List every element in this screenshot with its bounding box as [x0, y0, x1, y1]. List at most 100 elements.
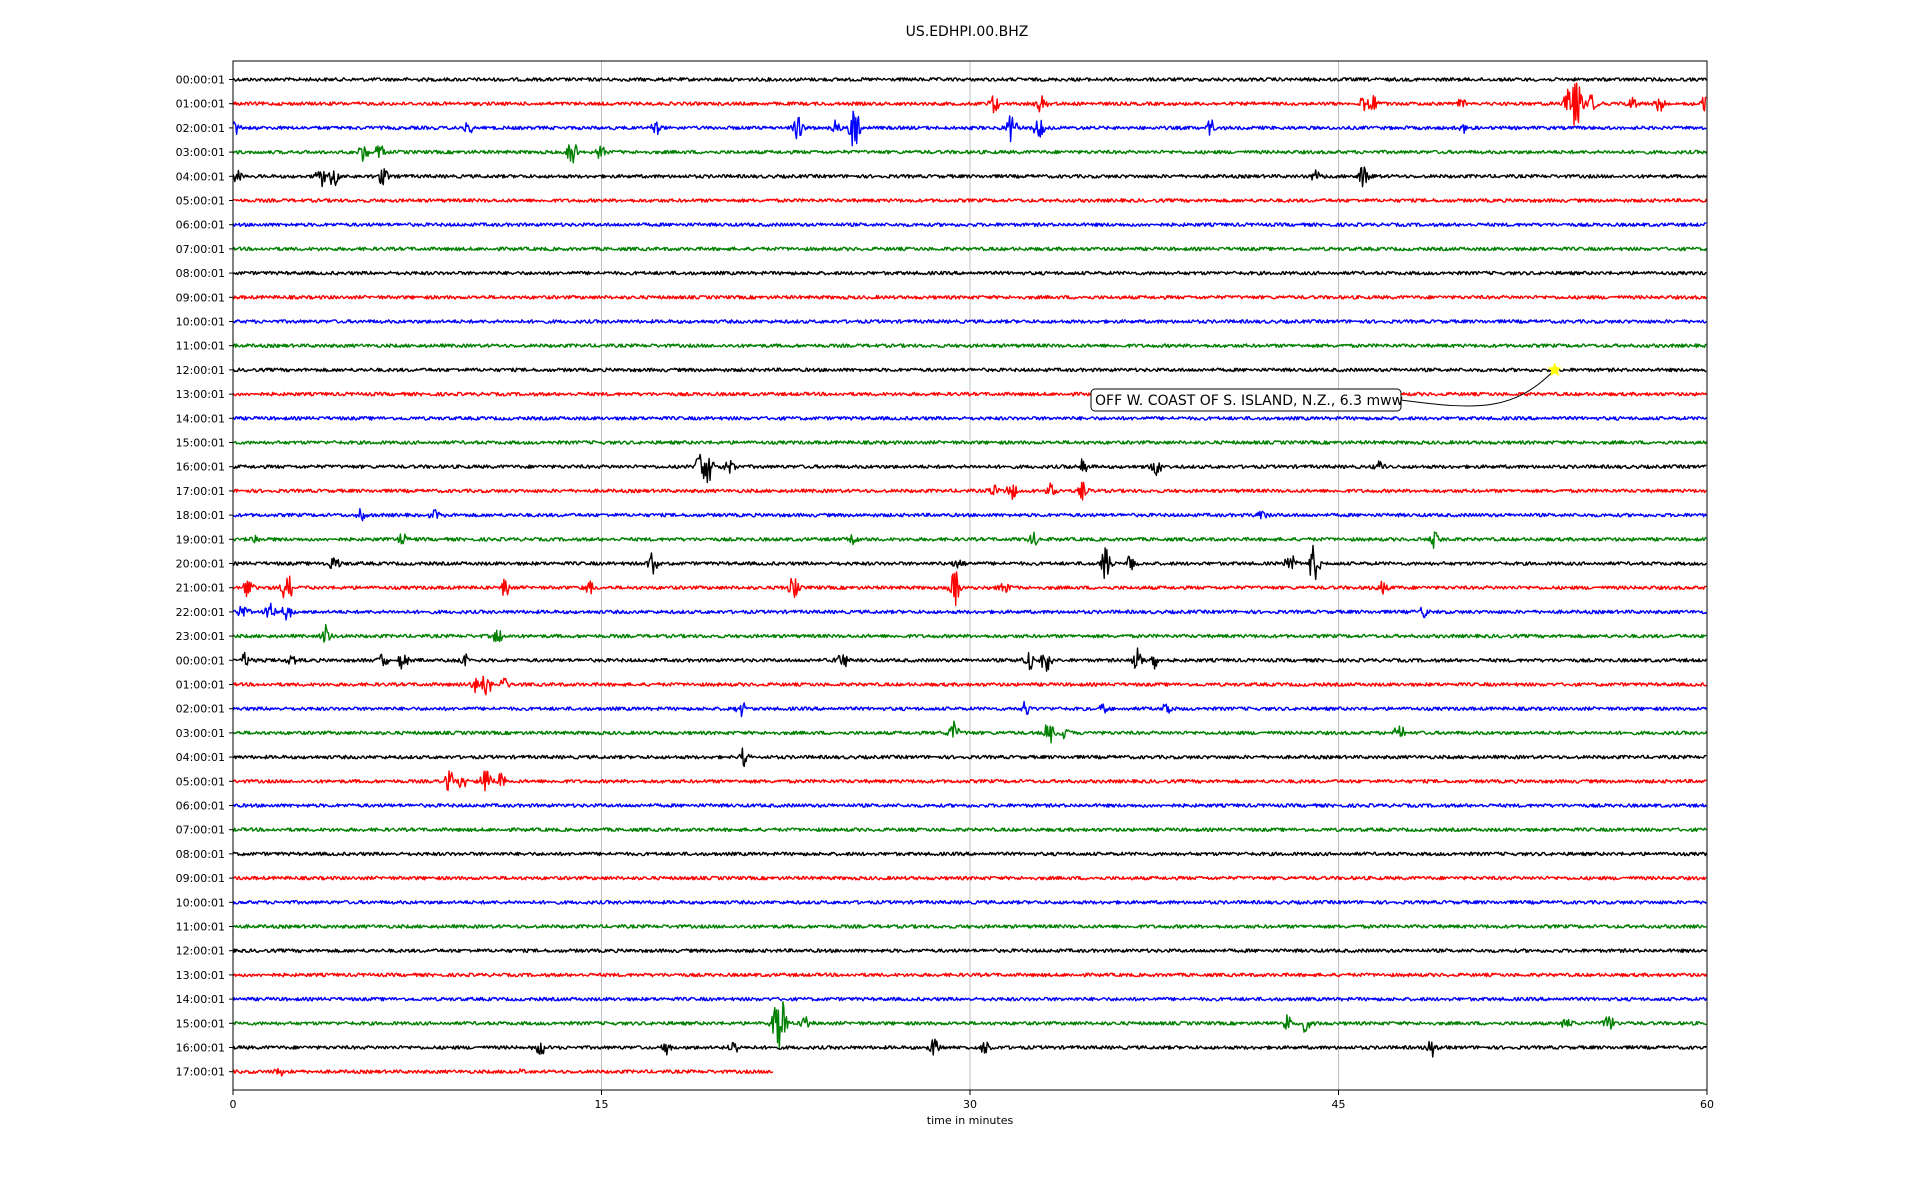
trace-row-1	[232, 82, 1707, 126]
y-tick-label: 14:00:01	[176, 412, 225, 425]
trace-lines	[232, 77, 1707, 1077]
y-tick-label: 19:00:01	[176, 533, 225, 546]
x-tick-label: 45	[1332, 1098, 1346, 1111]
x-tick-label: 30	[963, 1098, 977, 1111]
trace-row-9	[232, 294, 1707, 300]
y-tick-label: 16:00:01	[176, 1042, 225, 1055]
x-axis-label: time in minutes	[927, 1114, 1014, 1127]
trace-row-17	[232, 481, 1707, 501]
trace-row-0	[232, 77, 1707, 82]
y-tick-label: 05:00:01	[176, 775, 225, 788]
y-tick-label: 16:00:01	[176, 461, 225, 474]
y-tick-label: 03:00:01	[176, 727, 225, 740]
trace-row-32	[232, 851, 1707, 857]
trace-row-37	[232, 972, 1707, 978]
y-tick-label: 22:00:01	[176, 606, 225, 619]
x-tick-label: 0	[230, 1098, 237, 1111]
y-tick-label: 14:00:01	[176, 993, 225, 1006]
y-tick-label: 15:00:01	[176, 1017, 225, 1030]
plot-frame	[232, 60, 1708, 1091]
trace-row-12	[232, 367, 1707, 373]
trace-row-23	[232, 623, 1707, 643]
trace-row-39	[232, 1001, 1707, 1050]
chart-title: US.EDHPI.00.BHZ	[906, 24, 1029, 40]
y-tick-label: 00:00:01	[176, 74, 225, 87]
y-tick-label: 10:00:01	[176, 896, 225, 909]
trace-row-20	[232, 544, 1707, 581]
y-tick-label: 02:00:01	[176, 703, 225, 716]
y-tick-label: 04:00:01	[176, 170, 225, 183]
y-tick-label: 17:00:01	[176, 1066, 225, 1079]
y-tick-label: 10:00:01	[176, 316, 225, 329]
event-star-marker	[1547, 362, 1562, 377]
y-tick-label: 07:00:01	[176, 243, 225, 256]
trace-row-35	[232, 924, 1707, 929]
trace-row-33	[233, 875, 1707, 881]
y-tick-label: 20:00:01	[176, 558, 225, 571]
trace-row-41	[232, 1067, 774, 1077]
y-tick-label: 11:00:01	[176, 340, 225, 353]
y-tick-label: 08:00:01	[176, 267, 225, 280]
y-tick-label: 09:00:01	[176, 291, 225, 304]
event-annotation: OFF W. COAST OF S. ISLAND, N.Z., 6.3 mww	[1090, 362, 1562, 412]
trace-row-10	[232, 319, 1707, 324]
x-tick-label: 60	[1700, 1098, 1714, 1111]
y-tick-label: 15:00:01	[176, 437, 225, 450]
trace-row-5	[232, 198, 1707, 203]
y-tick-label: 03:00:01	[176, 146, 225, 159]
y-tick-label: 13:00:01	[176, 388, 225, 401]
trace-row-15	[232, 440, 1707, 445]
y-tick-label: 09:00:01	[176, 872, 225, 885]
trace-row-3	[232, 144, 1707, 164]
y-tick-label: 11:00:01	[176, 921, 225, 934]
trace-row-24	[232, 647, 1707, 672]
y-tick-label: 04:00:01	[176, 751, 225, 764]
annotation-text: OFF W. COAST OF S. ISLAND, N.Z., 6.3 mww	[1095, 393, 1403, 409]
trace-row-29	[232, 770, 1707, 792]
y-tick-label: 01:00:01	[176, 679, 225, 692]
trace-row-36	[232, 948, 1707, 954]
y-tick-label: 12:00:01	[176, 945, 225, 958]
grid-lines	[601, 61, 1339, 1090]
y-tick-label: 17:00:01	[176, 485, 225, 498]
trace-row-28	[232, 747, 1707, 768]
trace-row-22	[232, 602, 1707, 621]
trace-row-27	[232, 720, 1707, 744]
trace-row-6	[232, 222, 1707, 228]
annotation-connector	[1400, 369, 1556, 407]
trace-row-4	[232, 166, 1707, 188]
trace-row-25	[233, 675, 1707, 696]
trace-row-18	[232, 508, 1707, 522]
trace-row-19	[232, 531, 1707, 549]
y-tick-label: 08:00:01	[176, 848, 225, 861]
trace-row-2	[232, 110, 1707, 147]
trace-row-30	[232, 803, 1707, 808]
annotation-box	[1090, 388, 1402, 412]
trace-row-21	[232, 571, 1707, 607]
trace-row-38	[232, 996, 1707, 1002]
y-tick-label: 05:00:01	[176, 195, 225, 208]
trace-row-7	[232, 246, 1707, 252]
trace-row-16	[232, 453, 1707, 484]
y-tick-label: 21:00:01	[176, 582, 225, 595]
trace-row-8	[232, 270, 1707, 276]
y-tick-label: 23:00:01	[176, 630, 225, 643]
trace-row-40	[232, 1038, 1707, 1058]
trace-row-26	[232, 700, 1707, 718]
trace-row-34	[232, 899, 1707, 905]
y-tick-label: 02:00:01	[176, 122, 225, 135]
trace-row-13	[232, 391, 1707, 397]
y-tick-labels: 00:00:01 01:00:01 02:00:01 03:00:01 04:00:01…	[176, 74, 233, 1079]
y-tick-label: 06:00:01	[176, 219, 225, 232]
y-tick-label: 18:00:01	[176, 509, 225, 522]
y-tick-label: 12:00:01	[176, 364, 225, 377]
trace-row-14	[232, 415, 1707, 421]
x-tick-label: 15	[595, 1098, 609, 1111]
x-tick-labels: 0 15 30 45 60	[230, 1090, 1714, 1111]
trace-row-31	[232, 827, 1707, 833]
y-tick-label: 00:00:01	[176, 654, 225, 667]
trace-row-11	[232, 343, 1707, 349]
y-tick-label: 07:00:01	[176, 824, 225, 837]
